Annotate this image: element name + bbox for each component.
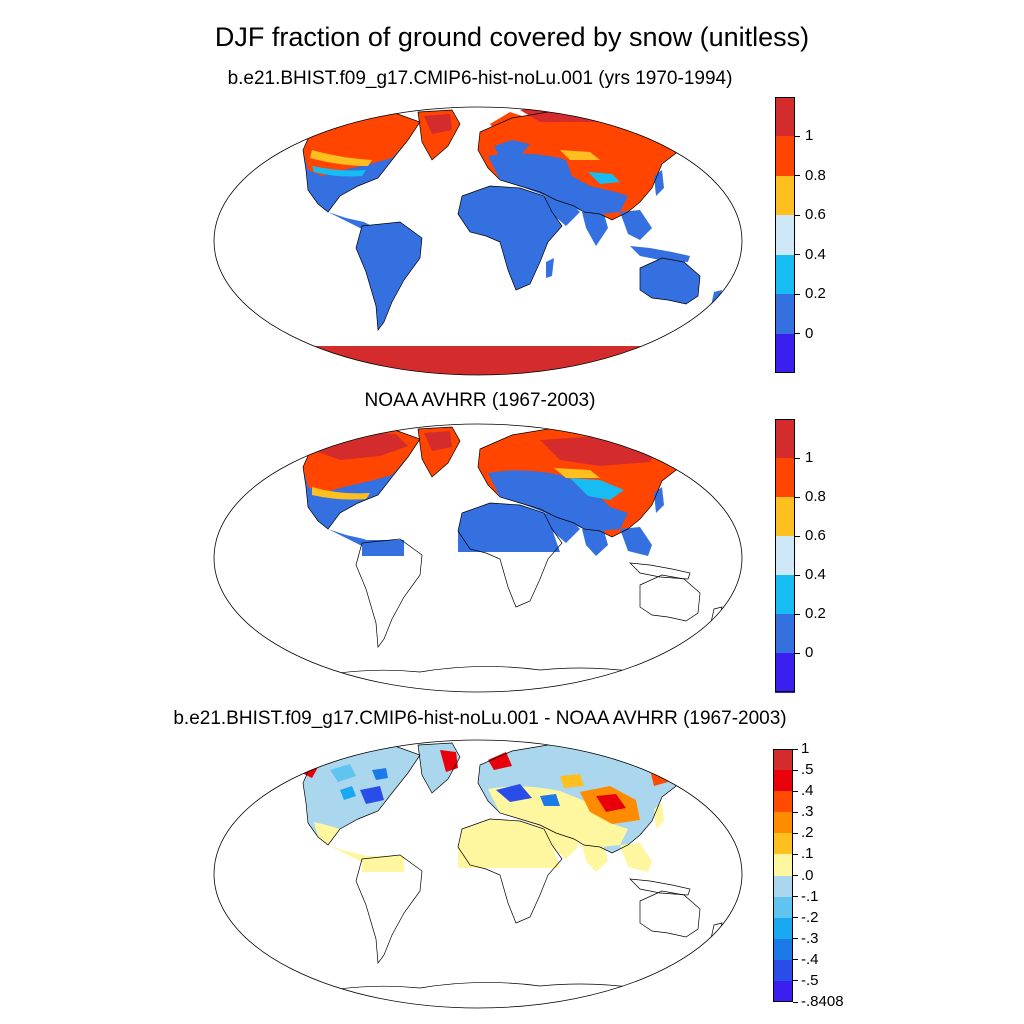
africa-region (458, 503, 560, 552)
colorbar-tick-label: 0 (805, 324, 814, 342)
colorbar-3: 1 .5 .4 .3 .2 .1 .0 -.1 -.2 -.3 -.4 -.5 -.8408 (773, 740, 844, 1010)
colorbar-swatch (773, 917, 793, 940)
map-frame-2 (213, 423, 743, 693)
colorbar-tick-label: -.2 (801, 908, 819, 926)
panel-3-title: b.e21.BHIST.f09_g17.CMIP6-hist-noLu.001 … (173, 708, 787, 729)
colorbar-tick-label: 0.2 (805, 605, 826, 622)
colorbar-swatch (773, 812, 793, 834)
africa-region (458, 819, 560, 868)
colorbar-swatch (773, 896, 793, 919)
colorbar-swatch (773, 833, 793, 855)
colorbar-swatch (775, 294, 795, 335)
colorbar-1: 1 0.8 0.6 0.4 0.2 0 (775, 97, 826, 374)
colorbar-tick-label: -.3 (801, 929, 819, 947)
colorbar-tick-label: .2 (801, 824, 814, 842)
colorbar-swatch (775, 136, 795, 177)
colorbar-tick-label: 0.8 (805, 488, 826, 505)
colorbar-swatch (775, 536, 795, 576)
colorbar-tick-label: -.1 (801, 887, 819, 905)
colorbar-tick-label: .5 (801, 761, 814, 779)
colorbar-swatch (773, 959, 793, 982)
colorbar-tick-label: -.5 (801, 971, 819, 989)
colorbar-tick-label: .4 (801, 782, 814, 800)
colorbar-swatch (775, 458, 795, 498)
colorbar-swatch (775, 653, 795, 693)
panel-1-title: b.e21.BHIST.f09_g17.CMIP6-hist-noLu.001 … (227, 68, 733, 89)
map-frame-1 (213, 106, 743, 376)
colorbar-tick-label: 0.2 (805, 285, 826, 303)
figure-title: DJF fraction of ground covered by snow (… (214, 22, 810, 52)
colorbar-swatch (773, 770, 793, 792)
colorbar-tick-label: .1 (801, 845, 814, 863)
africa-region (458, 186, 562, 290)
colorbar-swatch (773, 791, 793, 813)
colorbar-tick-label: 0.4 (805, 566, 826, 583)
colorbar-swatch (773, 749, 793, 771)
colorbar-tick-label: 1 (801, 740, 810, 757)
panel-3-map (213, 739, 743, 1009)
colorbar-tick-label: 1 (805, 127, 814, 145)
map-frame-3 (213, 739, 743, 1009)
colorbar-swatch (775, 333, 795, 374)
colorbar-tick-label: 0.6 (805, 527, 826, 544)
colorbar-tick-label: 0 (805, 644, 814, 661)
colorbar-2: 1 0.8 0.6 0.4 0.2 0 (775, 419, 826, 693)
australia-region (640, 258, 700, 304)
panel-2-map (213, 423, 743, 693)
south-america-region (356, 222, 422, 330)
antarctica-region (214, 346, 742, 375)
colorbar-tick-label: 1 (805, 449, 814, 466)
colorbar-swatch (775, 97, 795, 137)
colorbar-swatch (775, 497, 795, 537)
panel-1-map (213, 106, 743, 376)
colorbar-tick-label: .0 (801, 866, 814, 884)
colorbar-swatch (773, 875, 793, 898)
colorbar-swatch (775, 419, 795, 459)
colorbar-tick-label: 0.8 (805, 166, 826, 184)
colorbar-swatch (775, 215, 795, 256)
colorbar-swatch (775, 575, 795, 615)
panel-2-title: NOAA AVHRR (1967-2003) (364, 390, 596, 411)
colorbar-tick-label: -.8408 (801, 993, 844, 1010)
colorbar-tick-label: 0.4 (805, 245, 826, 263)
colorbar-swatch (773, 980, 793, 1003)
colorbar-swatch (773, 854, 793, 876)
colorbar-swatch (775, 614, 795, 654)
colorbar-tick-label: .3 (801, 803, 814, 821)
colorbar-swatch (775, 254, 795, 295)
colorbar-tick-label: -.4 (801, 950, 819, 968)
colorbar-tick-label: 0.6 (805, 206, 826, 224)
colorbar-swatch (775, 175, 795, 216)
colorbar-swatch (773, 938, 793, 961)
